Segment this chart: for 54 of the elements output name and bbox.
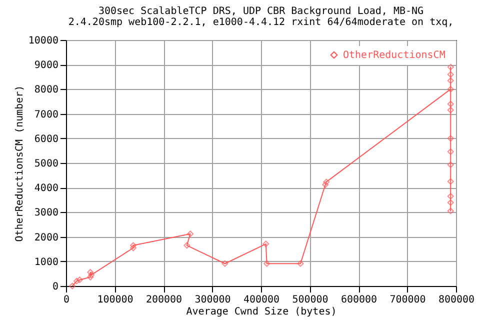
point bbox=[222, 260, 228, 267]
x-tick-label: 100000 bbox=[97, 294, 134, 306]
x-tick-label: 500000 bbox=[292, 294, 328, 306]
chart-subtitle: 2.4.20smp web100-2.2.1, e1000-4.4.12 rxint 64/64moderate on txq, bbox=[68, 17, 454, 28]
point bbox=[87, 268, 94, 276]
point bbox=[130, 242, 137, 249]
point bbox=[322, 181, 329, 188]
y-tick-label: 6000 bbox=[34, 134, 58, 145]
point bbox=[187, 230, 194, 238]
point bbox=[73, 278, 80, 284]
point bbox=[447, 100, 454, 108]
y-tick-label: 0 bbox=[52, 282, 58, 292]
point bbox=[323, 178, 330, 186]
point bbox=[447, 192, 454, 200]
point bbox=[130, 244, 137, 252]
chart-title: 300sec ScalableTCP DRS, UDP CBR Background Load, MB-NG bbox=[98, 6, 424, 17]
x-tick-label: 300000 bbox=[194, 294, 231, 306]
y-axis-title: OtherReductionsCM (number) bbox=[14, 85, 26, 242]
x-tick-label: 600000 bbox=[340, 294, 378, 306]
y-tick-label: 5000 bbox=[34, 158, 58, 170]
point bbox=[447, 106, 454, 114]
point bbox=[447, 208, 454, 214]
point bbox=[447, 86, 454, 92]
y-tick-label: 2000 bbox=[34, 232, 58, 244]
y-tick-label: 8000 bbox=[34, 84, 58, 96]
point bbox=[76, 276, 83, 284]
point bbox=[262, 240, 270, 248]
y-tick-label: 9000 bbox=[34, 60, 58, 72]
point bbox=[88, 272, 95, 278]
point bbox=[447, 161, 454, 168]
point bbox=[69, 282, 76, 290]
point bbox=[447, 71, 454, 78]
x-tick-label: 0 bbox=[63, 294, 70, 306]
point bbox=[447, 135, 454, 142]
x-tick-label: 200000 bbox=[146, 294, 182, 306]
y-tick-label: 7000 bbox=[34, 109, 58, 120]
x-tick-label: 700000 bbox=[390, 294, 426, 306]
x-tick-label: 400000 bbox=[243, 294, 280, 306]
y-tick-label: 1000 bbox=[34, 256, 58, 268]
point bbox=[184, 242, 190, 249]
y-tick-label: 10000 bbox=[28, 36, 58, 46]
point bbox=[447, 199, 454, 206]
point bbox=[447, 64, 454, 70]
x-axis-title: Average Cwnd Size (bytes) bbox=[186, 306, 337, 318]
point bbox=[447, 178, 454, 185]
y-tick-label: 4000 bbox=[34, 183, 58, 194]
legend-label: OtherReductionsCM bbox=[343, 50, 446, 61]
point bbox=[264, 260, 270, 267]
point bbox=[447, 148, 454, 155]
point bbox=[447, 77, 454, 84]
x-tick-label: 800000 bbox=[438, 294, 475, 306]
point bbox=[297, 260, 304, 267]
point bbox=[87, 274, 94, 280]
y-tick-label: 3000 bbox=[34, 208, 58, 219]
